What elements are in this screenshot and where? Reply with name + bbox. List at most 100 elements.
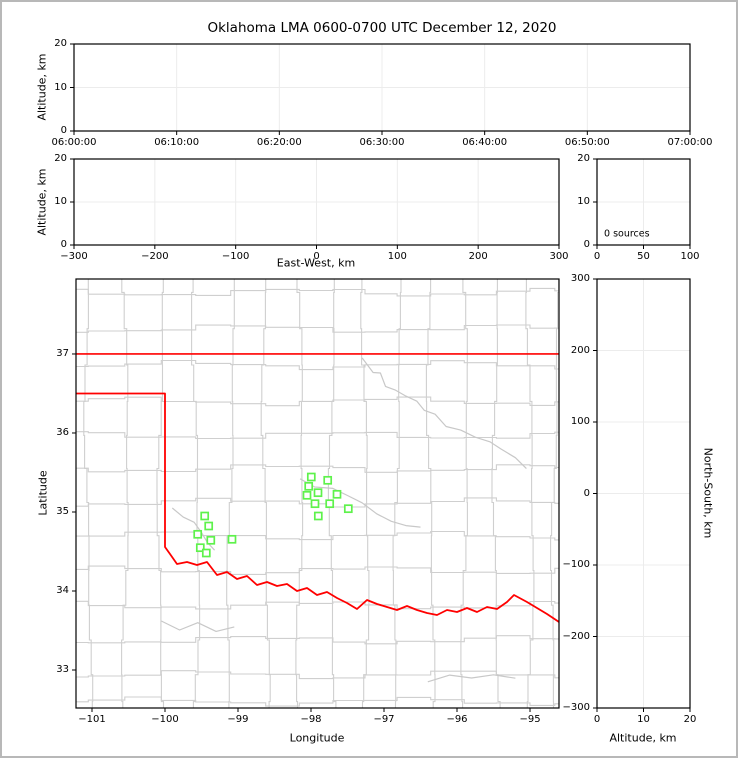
time-height-ytick-label: 20: [54, 38, 67, 49]
longitude-tick-label: −98: [300, 714, 322, 725]
source-count-annotation: 0 sources: [604, 228, 650, 240]
ew-height-ytick-label: 10: [54, 196, 67, 207]
ew-axis-tick-label: 0: [313, 251, 320, 262]
county-line-horizontal: [76, 565, 559, 575]
lma-station-marker: [204, 521, 214, 531]
county-line-horizontal: [76, 396, 559, 407]
ns-altitude-tick-label: 20: [683, 714, 697, 725]
county-line-vertical: [121, 279, 129, 708]
ew-height-ytick-label: 0: [60, 239, 67, 250]
state-boundary-red-river: [76, 392, 559, 623]
ew-axis-tick-label: −100: [221, 251, 250, 262]
lma-station-marker: [325, 499, 335, 509]
ew-axis-tick-label: −300: [60, 251, 88, 262]
lma-station-marker: [193, 529, 203, 539]
county-line-horizontal: [76, 431, 559, 440]
longitude-tick-label: −101: [78, 714, 106, 725]
river-line: [361, 357, 527, 470]
lma-station-marker: [227, 534, 237, 544]
county-line-horizontal: [76, 324, 559, 333]
latitude-tick-label: 37: [56, 347, 69, 359]
histogram-xtick-label: 50: [637, 251, 650, 262]
lma-station-marker: [332, 489, 342, 499]
ns-ytick-label: −200: [562, 630, 590, 642]
county-line-horizontal: [76, 287, 559, 297]
map-panel-frame: [75, 278, 560, 709]
time-axis-tick-label: 06:50:00: [564, 137, 610, 148]
lma-station-marker: [343, 504, 353, 514]
time-axis-tick-label: 06:00:00: [51, 137, 97, 148]
river-line: [161, 620, 235, 632]
ns-ytick-label: 300: [570, 273, 590, 284]
county-line-vertical: [83, 279, 94, 708]
ew-axis-tick-label: 300: [549, 251, 569, 262]
ew-axis-tick-label: 100: [387, 251, 407, 262]
county-line-vertical: [260, 279, 271, 708]
lma-station-marker: [200, 511, 210, 521]
lma-station-marker: [201, 548, 211, 558]
time-height-ytick-label: 0: [60, 125, 67, 136]
lma-station-marker: [206, 535, 216, 545]
ns-ytick-label: 200: [570, 344, 590, 356]
county-line-horizontal: [76, 670, 559, 680]
ns-ytick-label: −100: [562, 559, 590, 570]
histogram-ytick-label: 10: [577, 196, 590, 207]
lma-station-marker: [304, 481, 314, 491]
latitude-tick-label: 33: [56, 663, 69, 675]
county-line-horizontal: [76, 635, 559, 645]
ew-axis-tick-label: 200: [468, 251, 488, 262]
lma-station-marker: [302, 490, 312, 500]
county-line-horizontal: [76, 530, 559, 541]
latitude-tick-label: 36: [56, 426, 69, 438]
histogram-xtick-label: 100: [680, 251, 700, 262]
ew-height-ytick-label: 20: [54, 153, 67, 164]
time-axis-tick-label: 06:40:00: [462, 137, 508, 148]
ns-ytick-label: 100: [570, 416, 590, 427]
time-axis-tick-label: 06:30:00: [359, 137, 405, 148]
time-axis-tick-label: 07:00:00: [667, 137, 713, 148]
lma-station-marker: [310, 499, 320, 509]
river-line: [427, 674, 516, 683]
county-line-vertical: [191, 279, 201, 708]
longitude-tick-label: −100: [151, 714, 179, 725]
county-line-horizontal: [76, 359, 559, 371]
county-line-horizontal: [76, 464, 559, 473]
map-xlabel: Longitude: [289, 731, 345, 745]
histogram-ytick-label: 20: [577, 153, 590, 164]
time-height-ytick-label: 10: [54, 81, 67, 93]
ns-altitude-tick-label: 10: [637, 714, 650, 725]
county-line-vertical: [460, 279, 468, 708]
river-line: [299, 478, 421, 528]
county-line-horizontal: [76, 600, 559, 610]
ns-panel-xlabel: Altitude, km: [609, 731, 677, 745]
lma-station-marker: [313, 488, 323, 498]
lma-station-marker: [306, 472, 316, 482]
longitude-tick-label: −96: [446, 714, 468, 725]
county-line-horizontal: [76, 696, 559, 707]
time-axis-tick-label: 06:20:00: [256, 137, 302, 148]
lma-station-marker: [195, 543, 205, 553]
ns-ytick-label: −300: [562, 702, 590, 713]
ew-axis-tick-label: −200: [141, 251, 169, 262]
county-line-vertical: [295, 279, 304, 708]
lma-station-marker: [313, 511, 323, 521]
plot-title: Oklahoma LMA 0600-0700 UTC December 12, …: [207, 20, 557, 36]
latitude-tick-label: 35: [56, 505, 69, 517]
lma-station-marker: [323, 475, 333, 485]
ns-panel-ylabel: North-South, km: [701, 447, 715, 539]
time-axis-tick-label: 06:10:00: [154, 137, 200, 148]
histogram-xtick-label: 0: [593, 251, 601, 262]
longitude-tick-label: −97: [373, 714, 395, 725]
latitude-tick-label: 34: [56, 584, 69, 596]
county-line-vertical: [226, 279, 235, 708]
longitude-tick-label: −95: [519, 714, 541, 725]
county-line-vertical: [491, 279, 501, 708]
histogram-ytick-label: 0: [583, 239, 590, 250]
map-content: [76, 279, 559, 708]
longitude-tick-label: −99: [227, 714, 249, 725]
ew-panel-xlabel: East-West, km: [276, 256, 356, 270]
ns-altitude-tick-label: 0: [593, 714, 601, 725]
county-line-vertical: [425, 279, 436, 708]
